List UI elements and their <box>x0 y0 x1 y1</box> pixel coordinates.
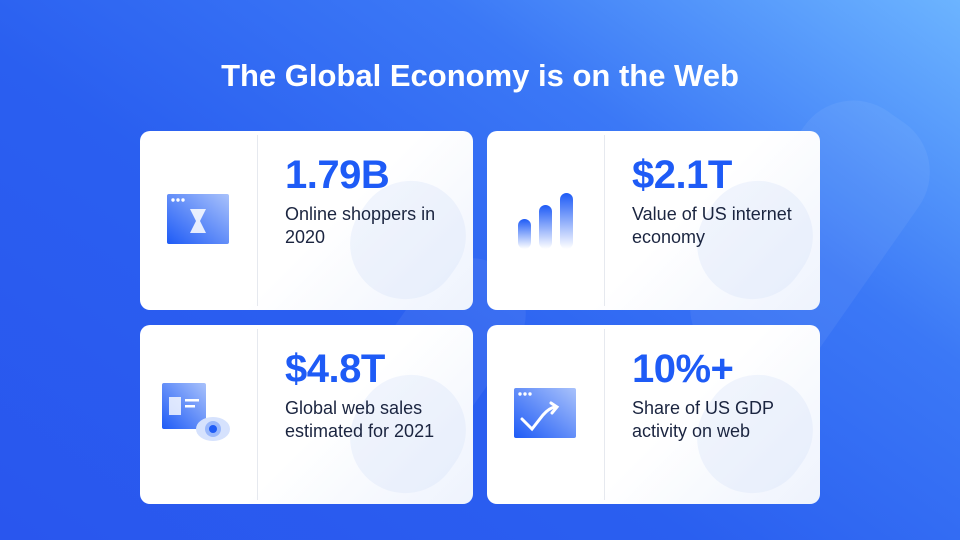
stat-card-us-gdp-share: 10%+ Share of US GDP activity on web <box>487 325 820 504</box>
stat-label: Value of US internet economy <box>632 204 792 247</box>
stat-value: $4.8T <box>285 347 385 391</box>
stat-card-us-internet-economy: $2.1T Value of US internet economy <box>487 131 820 310</box>
browser-trend-arrow-icon <box>509 383 579 443</box>
stat-value: 10%+ <box>632 347 734 391</box>
browser-hourglass-icon <box>162 189 232 249</box>
page-title: The Global Economy is on the Web <box>221 58 739 93</box>
stat-label: Share of US GDP activity on web <box>632 398 774 441</box>
stat-value: $2.1T <box>632 153 732 197</box>
bar-growth-icon <box>509 189 579 249</box>
stat-card-global-web-sales: $4.8T Global web sales estimated for 202… <box>140 325 473 504</box>
stat-value: 1.79B <box>285 153 390 197</box>
browser-eye-icon <box>162 383 232 443</box>
stat-card-online-shoppers: 1.79B Online shoppers in 2020 <box>140 131 473 310</box>
stat-label: Online shoppers in 2020 <box>285 204 436 247</box>
stat-label: Global web sales estimated for 2021 <box>285 398 435 441</box>
